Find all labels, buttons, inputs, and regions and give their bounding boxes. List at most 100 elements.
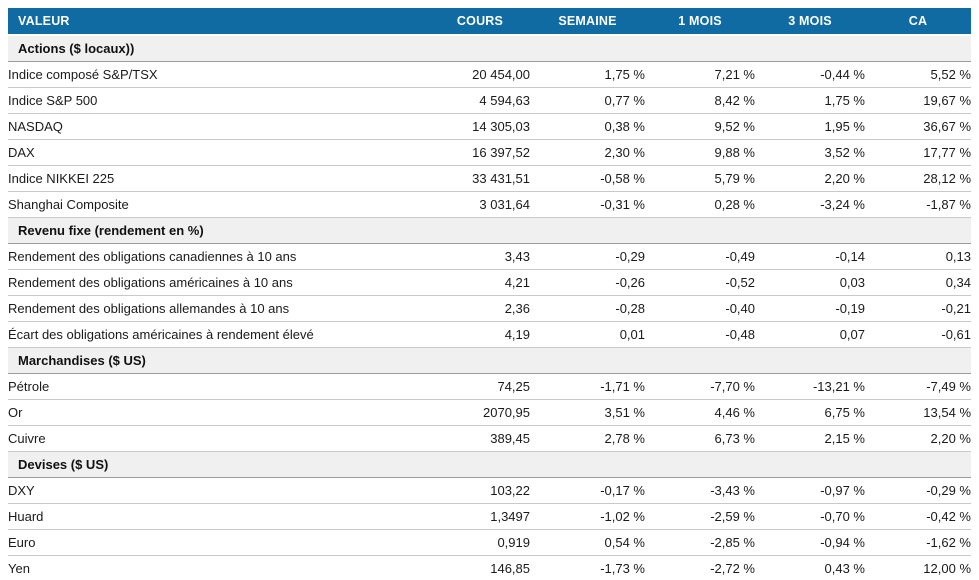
cours-value: 4,19 — [430, 321, 530, 348]
table-row: Indice NIKKEI 225 33 431,51 -0,58 % 5,79 % 2… — [8, 165, 971, 192]
1mois-change: -0,48 — [645, 321, 755, 348]
column-header-valeur: VALEUR — [8, 8, 430, 36]
ca-change: 2,20 % — [865, 425, 971, 452]
table-row: Cuivre 389,45 2,78 % 6,73 % 2,15 % 2,20 % — [8, 425, 971, 452]
cours-value: 20 454,00 — [430, 61, 530, 88]
cours-value: 14 305,03 — [430, 113, 530, 140]
instrument-label: Rendement des obligations canadiennes à … — [8, 243, 430, 270]
ca-change: 36,67 % — [865, 113, 971, 140]
instrument-label: Pétrole — [8, 373, 430, 400]
ca-change: 12,00 % — [865, 555, 971, 580]
instrument-label: NASDAQ — [8, 113, 430, 140]
3mois-change: 2,20 % — [755, 165, 865, 192]
1mois-change: -7,70 % — [645, 373, 755, 400]
table-row: Indice S&P 500 4 594,63 0,77 % 8,42 % 1,75 %… — [8, 87, 971, 114]
ca-change: 17,77 % — [865, 139, 971, 166]
semaine-change: -0,29 — [530, 243, 645, 270]
section-title: Marchandises ($ US) — [8, 347, 971, 374]
table-row: Or 2070,95 3,51 % 4,46 % 6,75 % 13,54 % — [8, 399, 971, 426]
market-report: VALEUR COURS SEMAINE 1 MOIS 3 MOIS CA Ac… — [8, 8, 971, 580]
section-row: Actions ($ locaux)) — [8, 34, 971, 62]
table-row: Indice composé S&P/TSX 20 454,00 1,75 % 7,2… — [8, 61, 971, 88]
column-header-cours: COURS — [430, 8, 530, 36]
table-body: Actions ($ locaux)) Indice composé S&P/TS… — [8, 34, 971, 580]
cours-value: 2070,95 — [430, 399, 530, 426]
table-row: Shanghai Composite 3 031,64 -0,31 % 0,28 % -… — [8, 191, 971, 218]
ca-change: 0,34 — [865, 269, 971, 296]
column-header-ca: CA — [865, 8, 971, 36]
instrument-label: Euro — [8, 529, 430, 556]
cours-value: 3,43 — [430, 243, 530, 270]
table-row: Rendement des obligations américaines à … — [8, 269, 971, 296]
table-row: DAX 16 397,52 2,30 % 9,88 % 3,52 % 17,77 % — [8, 139, 971, 166]
instrument-label: Écart des obligations américaines à rend… — [8, 321, 430, 348]
1mois-change: 6,73 % — [645, 425, 755, 452]
section-row: Revenu fixe (rendement en %) — [8, 217, 971, 244]
1mois-change: 8,42 % — [645, 87, 755, 114]
cours-value: 389,45 — [430, 425, 530, 452]
3mois-change: -0,19 — [755, 295, 865, 322]
cours-value: 0,919 — [430, 529, 530, 556]
semaine-change: 3,51 % — [530, 399, 645, 426]
table-row: DXY 103,22 -0,17 % -3,43 % -0,97 % -0,29 % — [8, 477, 971, 504]
ca-change: -0,42 % — [865, 503, 971, 530]
3mois-change: 6,75 % — [755, 399, 865, 426]
cours-value: 146,85 — [430, 555, 530, 580]
1mois-change: 0,28 % — [645, 191, 755, 218]
1mois-change: 9,88 % — [645, 139, 755, 166]
3mois-change: -0,97 % — [755, 477, 865, 504]
ca-change: 19,67 % — [865, 87, 971, 114]
instrument-label: DAX — [8, 139, 430, 166]
3mois-change: 0,03 — [755, 269, 865, 296]
3mois-change: -0,14 — [755, 243, 865, 270]
semaine-change: -1,02 % — [530, 503, 645, 530]
1mois-change: -0,49 — [645, 243, 755, 270]
column-header-3mois: 3 MOIS — [755, 8, 865, 36]
ca-change: 13,54 % — [865, 399, 971, 426]
section-title: Devises ($ US) — [8, 451, 971, 478]
section-title: Actions ($ locaux)) — [8, 34, 971, 62]
cours-value: 16 397,52 — [430, 139, 530, 166]
1mois-change: -2,59 % — [645, 503, 755, 530]
table-row: Rendement des obligations canadiennes à … — [8, 243, 971, 270]
table-row: Pétrole 74,25 -1,71 % -7,70 % -13,21 % -7,49 … — [8, 373, 971, 400]
3mois-change: -0,94 % — [755, 529, 865, 556]
semaine-change: -0,58 % — [530, 165, 645, 192]
semaine-change: 2,78 % — [530, 425, 645, 452]
3mois-change: -0,44 % — [755, 61, 865, 88]
ca-change: -1,87 % — [865, 191, 971, 218]
1mois-change: -2,72 % — [645, 555, 755, 580]
section-row: Devises ($ US) — [8, 451, 971, 478]
section-row: Marchandises ($ US) — [8, 347, 971, 374]
1mois-change: 4,46 % — [645, 399, 755, 426]
instrument-label: DXY — [8, 477, 430, 504]
semaine-change: 0,01 — [530, 321, 645, 348]
cours-value: 4 594,63 — [430, 87, 530, 114]
semaine-change: 0,54 % — [530, 529, 645, 556]
semaine-change: -0,17 % — [530, 477, 645, 504]
column-header-1mois: 1 MOIS — [645, 8, 755, 36]
table-row: Euro 0,919 0,54 % -2,85 % -0,94 % -1,62 % — [8, 529, 971, 556]
instrument-label: Rendement des obligations allemandes à 1… — [8, 295, 430, 322]
cours-value: 1,3497 — [430, 503, 530, 530]
1mois-change: 5,79 % — [645, 165, 755, 192]
ca-change: 28,12 % — [865, 165, 971, 192]
semaine-change: -0,28 — [530, 295, 645, 322]
instrument-label: Huard — [8, 503, 430, 530]
semaine-change: 1,75 % — [530, 61, 645, 88]
semaine-change: -0,31 % — [530, 191, 645, 218]
semaine-change: 0,38 % — [530, 113, 645, 140]
3mois-change: 0,43 % — [755, 555, 865, 580]
instrument-label: Rendement des obligations américaines à … — [8, 269, 430, 296]
cours-value: 2,36 — [430, 295, 530, 322]
ca-change: -0,29 % — [865, 477, 971, 504]
semaine-change: -1,73 % — [530, 555, 645, 580]
market-table: VALEUR COURS SEMAINE 1 MOIS 3 MOIS CA Ac… — [8, 8, 971, 580]
semaine-change: -1,71 % — [530, 373, 645, 400]
column-header-semaine: SEMAINE — [530, 8, 645, 36]
3mois-change: 1,75 % — [755, 87, 865, 114]
semaine-change: 0,77 % — [530, 87, 645, 114]
semaine-change: 2,30 % — [530, 139, 645, 166]
3mois-change: 1,95 % — [755, 113, 865, 140]
3mois-change: 3,52 % — [755, 139, 865, 166]
